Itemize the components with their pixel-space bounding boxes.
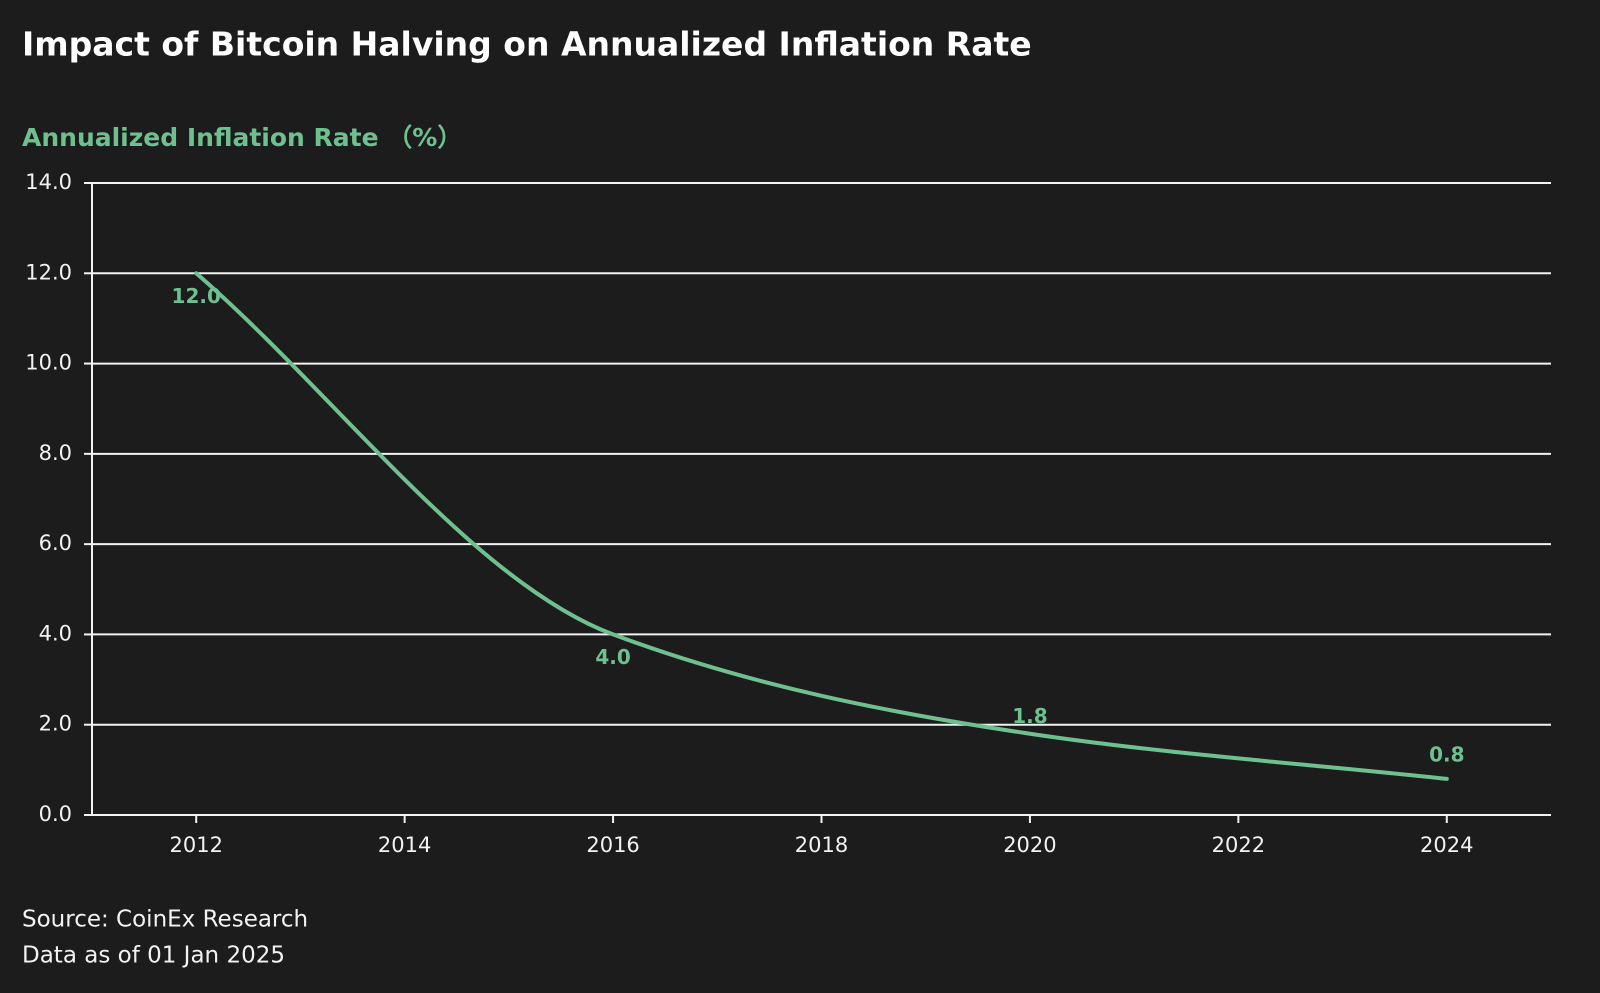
y-tick-label: 4.0 [39,621,72,645]
source-note: Source: CoinEx Research [22,907,308,933]
data-label: 4.0 [595,645,630,669]
y-axis-label: Annualized Inflation Rate （%） [22,123,462,152]
y-tick-label: 14.0 [25,170,72,194]
x-tick-label: 2016 [586,833,639,857]
x-tick-label: 2012 [169,833,222,857]
x-tick-label: 2020 [1003,833,1056,857]
date-note: Data as of 01 Jan 2025 [22,943,285,969]
x-tick-label: 2024 [1420,833,1473,857]
x-tick-label: 2022 [1212,833,1265,857]
y-tick-label: 12.0 [25,260,72,284]
data-line [194,271,1449,781]
data-label: 1.8 [1012,704,1047,728]
y-tick-label: 6.0 [39,531,72,555]
y-tick-label: 0.0 [39,802,72,826]
y-tick-label: 10.0 [25,351,72,375]
data-label: 12.0 [172,284,221,308]
y-tick-label: 2.0 [39,712,72,736]
x-tick-label: 2018 [795,833,848,857]
data-label: 0.8 [1429,742,1464,766]
y-tick-label: 8.0 [39,441,72,465]
x-tick-label: 2014 [378,833,431,857]
chart-title: Impact of Bitcoin Halving on Annualized … [22,25,1032,64]
